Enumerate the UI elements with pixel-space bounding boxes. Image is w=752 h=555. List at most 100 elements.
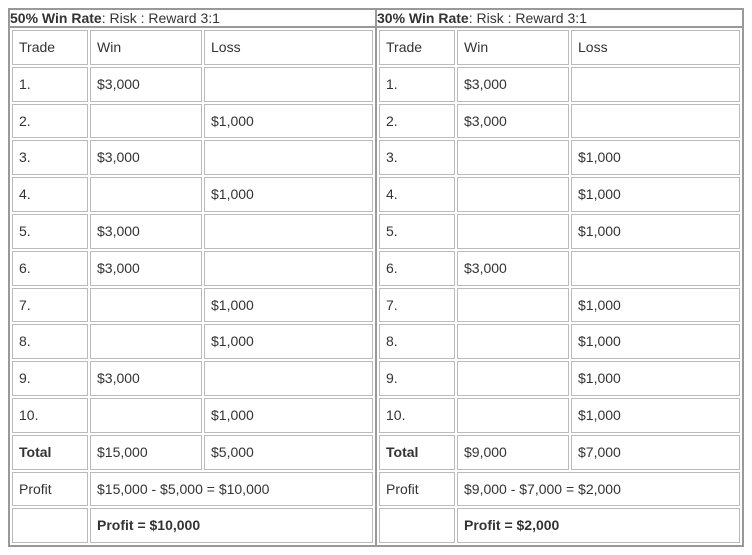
profit-label: Profit: [379, 472, 455, 507]
total-loss: $7,000: [571, 435, 740, 470]
table-row: 7. $1,000: [12, 288, 373, 323]
right-body-cell: Trade Win Loss 1.$3,000 2.$3,000 3. $1,00…: [376, 27, 743, 546]
cell-loss: $1,000: [204, 398, 373, 433]
cell-trade: 9.: [379, 361, 455, 396]
cell-loss: [571, 67, 740, 102]
cell-loss: $1,000: [571, 288, 740, 323]
table-row-total: Total $9,000 $7,000: [379, 435, 740, 470]
cell-win: [90, 177, 202, 212]
table-row: 5.$3,000: [12, 214, 373, 249]
right-header-cell: 30% Win Rate: Risk : Reward 3:1: [376, 9, 743, 27]
cell-win: $3,000: [90, 67, 202, 102]
left-title-bold: 50% Win Rate: [10, 10, 102, 26]
cell-trade: 5.: [12, 214, 88, 249]
table-row: 5. $1,000: [379, 214, 740, 249]
cell-trade: 10.: [379, 398, 455, 433]
cell-win: $3,000: [90, 361, 202, 396]
cell-trade: 4.: [379, 177, 455, 212]
table-row-profit-calc: Profit $15,000 - $5,000 = $10,000: [12, 472, 373, 507]
cell-loss: $1,000: [571, 177, 740, 212]
cell-trade: 1.: [12, 67, 88, 102]
cell-win: [90, 104, 202, 139]
cell-win: [457, 140, 569, 175]
total-win: $15,000: [90, 435, 202, 470]
table-row: 3. $1,000: [379, 140, 740, 175]
table-row-profit-final: Profit = $2,000: [379, 508, 740, 543]
table-row: 10.$1,000: [379, 398, 740, 433]
left-header-cell: 50% Win Rate: Risk : Reward 3:1: [9, 9, 376, 27]
cell-win: $3,000: [90, 214, 202, 249]
table-row: 8. $1,000: [379, 324, 740, 359]
cell-win: [457, 398, 569, 433]
table-row: 9.$3,000: [12, 361, 373, 396]
cell-trade: 8.: [379, 324, 455, 359]
table-row: 4. $1,000: [379, 177, 740, 212]
right-title-rest: : Risk : Reward 3:1: [469, 10, 587, 26]
cell-loss: [204, 361, 373, 396]
col-header-loss: Loss: [571, 30, 740, 65]
table-row: 9. $1,000: [379, 361, 740, 396]
cell-trade: 7.: [12, 288, 88, 323]
cell-loss: $1,000: [571, 361, 740, 396]
table-row: Trade Win Loss: [12, 30, 373, 65]
cell-loss: $1,000: [571, 214, 740, 249]
profit-calc: $9,000 - $7,000 = $2,000: [457, 472, 740, 507]
left-inner-table: Trade Win Loss 1.$3,000 2.$1,000 3.$3,00…: [10, 28, 375, 545]
cell-loss: $1,000: [571, 324, 740, 359]
cell-win: [457, 324, 569, 359]
cell-win: [457, 214, 569, 249]
table-row-profit-final: Profit = $10,000: [12, 508, 373, 543]
cell-loss: [204, 214, 373, 249]
cell-win: [457, 361, 569, 396]
comparison-table-wrap: 50% Win Rate: Risk : Reward 3:1 30% Win …: [8, 8, 744, 547]
cell-loss: [204, 140, 373, 175]
cell-loss: [204, 251, 373, 286]
empty-cell: [379, 508, 455, 543]
left-body-cell: Trade Win Loss 1.$3,000 2.$1,000 3.$3,00…: [9, 27, 376, 546]
total-label: Total: [12, 435, 88, 470]
cell-trade: 1.: [379, 67, 455, 102]
cell-trade: 6.: [379, 251, 455, 286]
table-row: 1.$3,000: [379, 67, 740, 102]
cell-loss: [204, 67, 373, 102]
left-title-rest: : Risk : Reward 3:1: [102, 10, 220, 26]
cell-loss: $1,000: [204, 288, 373, 323]
cell-trade: 8.: [12, 324, 88, 359]
cell-trade: 3.: [12, 140, 88, 175]
cell-win: [90, 324, 202, 359]
cell-win: $3,000: [457, 104, 569, 139]
cell-trade: 6.: [12, 251, 88, 286]
cell-loss: $1,000: [571, 140, 740, 175]
table-row: 2.$1,000: [12, 104, 373, 139]
cell-win: $3,000: [90, 251, 202, 286]
cell-win: $3,000: [90, 140, 202, 175]
cell-win: [457, 288, 569, 323]
cell-trade: 2.: [379, 104, 455, 139]
cell-loss: [571, 104, 740, 139]
cell-trade: 5.: [379, 214, 455, 249]
col-header-win: Win: [90, 30, 202, 65]
right-inner-table: Trade Win Loss 1.$3,000 2.$3,000 3. $1,00…: [377, 28, 742, 545]
cell-trade: 2.: [12, 104, 88, 139]
cell-trade: 3.: [379, 140, 455, 175]
cell-win: [90, 288, 202, 323]
cell-trade: 7.: [379, 288, 455, 323]
col-header-win: Win: [457, 30, 569, 65]
col-header-trade: Trade: [12, 30, 88, 65]
cell-win: [90, 398, 202, 433]
table-row: 6.$3,000: [12, 251, 373, 286]
col-header-trade: Trade: [379, 30, 455, 65]
table-row-profit-calc: Profit $9,000 - $7,000 = $2,000: [379, 472, 740, 507]
outer-table: 50% Win Rate: Risk : Reward 3:1 30% Win …: [8, 8, 744, 547]
profit-final: Profit = $10,000: [90, 508, 373, 543]
cell-trade: 4.: [12, 177, 88, 212]
total-win: $9,000: [457, 435, 569, 470]
table-row: 1.$3,000: [12, 67, 373, 102]
total-label: Total: [379, 435, 455, 470]
col-header-loss: Loss: [204, 30, 373, 65]
right-title-bold: 30% Win Rate: [377, 10, 469, 26]
profit-final: Profit = $2,000: [457, 508, 740, 543]
empty-cell: [12, 508, 88, 543]
cell-trade: 9.: [12, 361, 88, 396]
table-row: 7. $1,000: [379, 288, 740, 323]
